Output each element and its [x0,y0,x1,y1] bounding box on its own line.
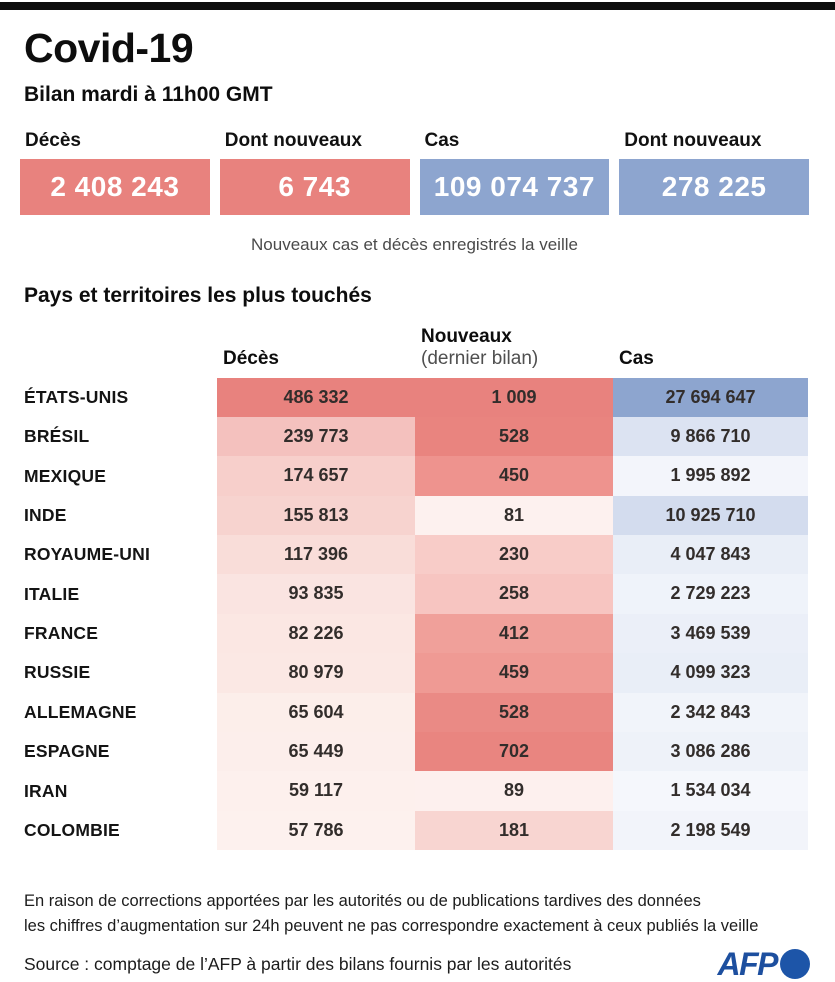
stat-value: 2 408 243 [20,159,210,216]
country-name: RUSSIE [24,662,91,683]
cases-cell: 9 866 710 [613,416,808,457]
cases-cell: 2 198 549 [613,810,808,851]
country-name: ESPAGNE [24,741,110,762]
new-cell: 181 [415,810,613,851]
stat-new-deaths: Dont nouveaux 6 743 [219,130,410,216]
new-cell: 450 [415,456,613,496]
source-row: Source : comptage de l’AFP à partir des … [24,946,810,982]
afp-logo-text: AFP [717,946,779,982]
cases-cell: 4 099 323 [613,653,808,693]
new-cell: 412 [415,613,613,654]
stat-label: Décès [25,130,81,152]
afp-logo-circle-icon [780,949,810,980]
country-name: ÉTATS-UNIS [24,386,129,407]
source-text: Source : comptage de l’AFP à partir des … [24,953,572,974]
table-row: INDE 155 813 81 10 925 710 [24,495,835,536]
deaths-cell: 65 604 [217,692,415,733]
page-title: Covid-19 [24,25,194,71]
cases-cell: 2 342 843 [613,692,808,733]
page-subtitle: Bilan mardi à 11h00 GMT [24,83,273,107]
country-name: COLOMBIE [24,820,120,841]
table-row: COLOMBIE 57 786 181 2 198 549 [24,810,835,851]
table-row: ALLEMAGNE 65 604 528 2 342 843 [24,692,835,733]
deaths-cell: 486 332 [217,377,415,417]
summary-stats: Décès 2 408 243 Dont nouveaux 6 743 Cas … [20,130,809,216]
cases-cell: 1 534 034 [613,771,808,811]
deaths-cell: 80 979 [217,653,415,693]
table-header-row: Décès Nouveaux (dernier bilan) Cas [24,326,835,378]
stat-label: Dont nouveaux [624,130,762,152]
table-row: ITALIE 93 835 258 2 729 223 [24,574,835,614]
summary-caption: Nouveaux cas et décès enregistrés la vei… [251,235,578,255]
new-cell: 230 [415,535,613,575]
table-row: ESPAGNE 65 449 702 3 086 286 [24,732,835,772]
country-table: Décès Nouveaux (dernier bilan) Cas ÉTATS… [24,326,835,851]
cases-cell: 3 469 539 [613,613,808,654]
stat-deaths-total: Décès 2 408 243 [20,130,210,216]
table-row: MEXIQUE 174 657 450 1 995 892 [24,456,835,496]
footer-note-line1: En raison de corrections apportées par l… [24,892,701,911]
column-header-new: Nouveaux (dernier bilan) [415,326,613,378]
country-name: BRÉSIL [24,426,90,447]
footer-note-line2: les chiffres d’augmentation sur 24h peuv… [24,916,759,935]
country-name: ITALIE [24,583,80,604]
stat-value: 278 225 [619,159,809,216]
top-divider-rule [0,2,835,10]
column-header-deaths: Décès [223,347,279,369]
header-spacer [24,370,217,378]
country-rows: ÉTATS-UNIS 486 332 1 009 27 694 647 BRÉS… [24,377,835,851]
new-cell: 258 [415,574,613,614]
stat-new-cases: Dont nouveaux 278 225 [619,130,809,216]
table-section-title: Pays et territoires les plus touchés [24,284,372,308]
table-row: IRAN 59 117 89 1 534 034 [24,771,835,811]
table-row: ROYAUME-UNI 117 396 230 4 047 843 [24,535,835,575]
stat-value: 6 743 [219,159,410,216]
country-name: IRAN [24,780,68,801]
cases-cell: 2 729 223 [613,574,808,614]
footer: En raison de corrections apportées par l… [0,889,835,980]
stat-label: Cas [424,130,460,152]
country-name: INDE [24,504,67,525]
table-row: RUSSIE 80 979 459 4 099 323 [24,653,835,693]
deaths-cell: 82 226 [217,613,415,654]
column-header-new-line1: Nouveaux [421,325,512,347]
new-cell: 528 [415,692,613,733]
table-row: ÉTATS-UNIS 486 332 1 009 27 694 647 [24,377,835,417]
deaths-cell: 239 773 [217,416,415,457]
stat-label: Dont nouveaux [224,130,362,152]
deaths-cell: 117 396 [217,535,415,575]
deaths-cell: 93 835 [217,574,415,614]
country-name: MEXIQUE [24,465,107,486]
new-cell: 81 [415,495,613,536]
table-row: FRANCE 82 226 412 3 469 539 [24,613,835,654]
cases-cell: 10 925 710 [613,495,808,536]
column-header-new-line2: (dernier bilan) [421,347,539,369]
country-name: ROYAUME-UNI [24,544,151,565]
new-cell: 528 [415,416,613,457]
stat-value: 109 074 737 [419,159,610,216]
cases-cell: 1 995 892 [613,456,808,496]
new-cell: 1 009 [415,377,613,417]
new-cell: 459 [415,653,613,693]
cases-cell: 4 047 843 [613,535,808,575]
new-cell: 702 [415,732,613,772]
deaths-cell: 57 786 [217,810,415,851]
deaths-cell: 59 117 [217,771,415,811]
country-name: ALLEMAGNE [24,701,137,722]
column-header-cases: Cas [619,347,654,369]
country-name: FRANCE [24,623,99,644]
deaths-cell: 174 657 [217,456,415,496]
new-cell: 89 [415,771,613,811]
afp-logo: AFP [717,946,810,982]
deaths-cell: 65 449 [217,732,415,772]
cases-cell: 3 086 286 [613,732,808,772]
table-row: BRÉSIL 239 773 528 9 866 710 [24,416,835,457]
deaths-cell: 155 813 [217,495,415,536]
stat-cases-total: Cas 109 074 737 [419,130,610,216]
cases-cell: 27 694 647 [613,377,808,417]
